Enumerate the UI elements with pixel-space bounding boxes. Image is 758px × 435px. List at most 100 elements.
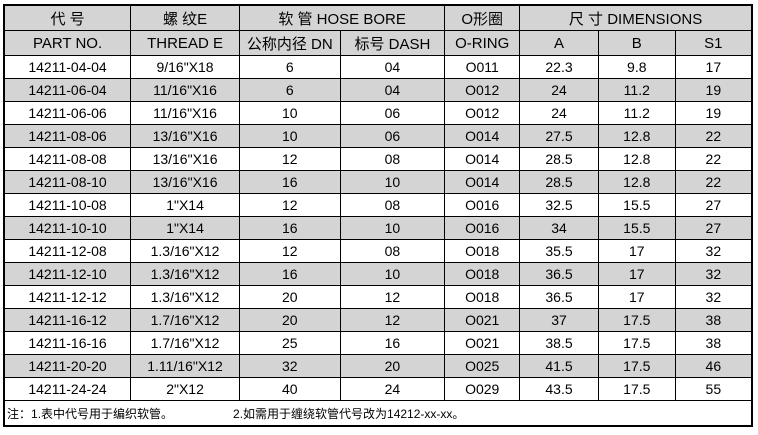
cell-dn: 16 [238,216,341,240]
cell-thread: 1.3/16"X12 [130,285,240,309]
cell-dim-a: 32.5 [519,193,599,217]
cell-oring: O018 [444,262,521,286]
cell-dash: 24 [339,377,446,401]
cell-dim-s1: 22 [674,147,753,171]
cell-thread: 11/16"X16 [130,101,240,125]
cell-dash: 10 [339,216,446,240]
cell-dim-s1: 17 [674,55,753,79]
header-row-2: PART NO. THREAD E 公称内径 DN 标号 DASH O-RING… [3,30,753,56]
cell-dim-a: 37 [519,308,599,332]
cell-thread: 1.11/16"X12 [130,354,240,378]
cell-oring: O011 [444,55,521,79]
note: 注：1.表中代号用于编织软管。 2.如需用于缠绕软管代号改为14212-xx-xx… [3,400,753,427]
cell-dim-s1: 38 [674,308,753,332]
cell-dn: 20 [238,308,341,332]
cell-dn: 20 [238,285,341,309]
cell-dim-b: 9.8 [597,55,676,79]
cell-dim-a: 36.5 [519,262,599,286]
cell-dim-a: 35.5 [519,239,599,263]
cell-dn: 40 [238,377,341,401]
table-row: 14211-12-10 1.3/16"X12 16 10 O018 36.5 17 32 [3,262,753,286]
cell-dim-a: 22.3 [519,55,599,79]
cell-dim-b: 11.2 [597,78,676,102]
cell-part-no: 14211-12-12 [3,285,132,309]
cell-dim-a: 24 [519,101,599,125]
cell-oring: O016 [444,193,521,217]
cell-dim-s1: 32 [674,285,753,309]
header-hose-bore: 软 管 HOSE BORE [238,4,446,31]
cell-dim-b: 17 [597,285,676,309]
cell-thread: 1.7/16"X12 [130,308,240,332]
cell-dim-s1: 46 [674,354,753,378]
header-thread-e: THREAD E [130,30,240,56]
cell-dim-s1: 19 [674,78,753,102]
cell-dn: 32 [238,354,341,378]
cell-part-no: 14211-08-08 [3,147,132,171]
cell-thread: 1.3/16"X12 [130,239,240,263]
cell-dn: 16 [238,262,341,286]
cell-dash: 16 [339,331,446,355]
cell-oring: O014 [444,170,521,194]
cell-oring: O018 [444,239,521,263]
cell-dim-b: 12.8 [597,170,676,194]
note-item-2: 2.如需用于缠绕软管代号改为14212-xx-xx。 [233,406,465,421]
cell-thread: 1.7/16"X12 [130,331,240,355]
header-s1: S1 [674,30,753,56]
table-row: 14211-10-10 1"X14 16 10 O016 34 15.5 27 [3,216,753,240]
cell-thread: 13/16"X16 [130,147,240,171]
header-row-1: 代 号 螺 纹E 软 管 HOSE BORE O形圈 尺 寸 DIMENSION… [3,4,753,31]
cell-dim-s1: 22 [674,124,753,148]
cell-oring: O014 [444,147,521,171]
cell-dim-b: 15.5 [597,216,676,240]
cell-thread: 2"X12 [130,377,240,401]
header-a: A [519,30,599,56]
cell-dn: 6 [238,78,341,102]
cell-dash: 04 [339,55,446,79]
cell-part-no: 14211-10-10 [3,216,132,240]
table-row: 14211-06-06 11/16"X16 10 06 O012 24 11.2 19 [3,101,753,125]
note-row: 注：1.表中代号用于编织软管。 2.如需用于缠绕软管代号改为14212-xx-xx… [3,400,753,427]
cell-dim-b: 12.8 [597,147,676,171]
cell-thread: 13/16"X16 [130,124,240,148]
cell-dn: 10 [238,124,341,148]
cell-dim-a: 38.5 [519,331,599,355]
cell-oring: O021 [444,308,521,332]
cell-dash: 10 [339,262,446,286]
cell-oring: O021 [444,331,521,355]
cell-oring: O012 [444,101,521,125]
cell-dash: 08 [339,147,446,171]
cell-part-no: 14211-16-12 [3,308,132,332]
cell-dim-b: 17.5 [597,331,676,355]
cell-dash: 20 [339,354,446,378]
cell-thread: 1"X14 [130,216,240,240]
cell-dn: 10 [238,101,341,125]
note-label: 注： [7,406,32,421]
cell-thread: 1"X14 [130,193,240,217]
header-dimensions: 尺 寸 DIMENSIONS [519,4,753,31]
cell-thread: 13/16"X16 [130,170,240,194]
cell-dash: 06 [339,124,446,148]
table-row: 14211-16-16 1.7/16"X12 25 16 O021 38.5 17.5 38 [3,331,753,355]
cell-dim-a: 28.5 [519,147,599,171]
header-dash: 标号 DASH [339,30,446,56]
table-row: 14211-08-10 13/16"X16 16 10 O014 28.5 12.8 22 [3,170,753,194]
header-oring: O-RING [444,30,521,56]
cell-dim-b: 15.5 [597,193,676,217]
cell-part-no: 14211-06-04 [3,78,132,102]
cell-part-no: 14211-20-20 [3,354,132,378]
cell-oring: O014 [444,124,521,148]
cell-dn: 6 [238,55,341,79]
cell-part-no: 14211-06-06 [3,101,132,125]
cell-dim-a: 24 [519,78,599,102]
cell-part-no: 14211-08-06 [3,124,132,148]
cell-dim-s1: 38 [674,331,753,355]
cell-dim-s1: 19 [674,101,753,125]
table-row: 14211-12-12 1.3/16"X12 20 12 O018 36.5 17 32 [3,285,753,309]
cell-dim-a: 34 [519,216,599,240]
cell-oring: O016 [444,216,521,240]
cell-dn: 12 [238,193,341,217]
cell-dash: 10 [339,170,446,194]
cell-dim-b: 17 [597,239,676,263]
cell-dim-a: 27.5 [519,124,599,148]
table-row: 14211-08-06 13/16"X16 10 06 O014 27.5 12.8 22 [3,124,753,148]
